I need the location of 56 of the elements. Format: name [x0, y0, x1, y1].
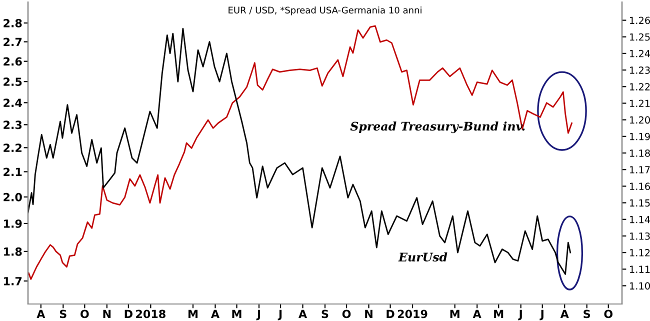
y2-tick-label: 1.24	[630, 50, 650, 58]
x-tick-label: O	[80, 310, 89, 318]
x-tick-label: 2019	[398, 310, 428, 318]
y-tick-label: 1.8	[4, 247, 22, 256]
x-tick-label: A	[210, 310, 220, 318]
x-tick-label: M	[450, 310, 460, 318]
y2-tick-label: 1.10	[630, 282, 650, 290]
y-tick-label: 2.1	[4, 168, 22, 176]
y2-tick-label: 1.11	[630, 266, 650, 273]
y2-tick-label: 1.18	[630, 149, 650, 157]
x-tick-label: A	[472, 310, 482, 318]
series-label: EurUsd	[398, 252, 448, 262]
y2-tick-label: 1.16	[630, 182, 650, 190]
y2-tick-label: 1.19	[630, 132, 650, 140]
y-tick-label: 2.7	[4, 38, 22, 46]
x-tick-label: N	[103, 310, 111, 318]
y2-tick-label: 1.15	[630, 199, 650, 207]
x-tick-label: D	[386, 310, 394, 318]
y-tick-label: 2.4	[4, 98, 22, 107]
y2-tick-label: 1.22	[630, 83, 650, 90]
x-tick-label: J	[518, 310, 522, 320]
x-tick-label: A	[36, 310, 46, 318]
y2-tick-label: 1.20	[630, 116, 650, 124]
x-tick-label: S	[322, 310, 328, 318]
x-tick-label: O	[604, 310, 613, 318]
y2-tick-label: 1.14	[630, 216, 650, 224]
y-tick-label: 2.5	[4, 78, 22, 86]
y-tick-label: 2.8	[4, 18, 22, 28]
x-tick-label: J	[540, 310, 544, 320]
y-tick-label: 2.2	[4, 144, 22, 152]
y2-tick-label: 1.17	[630, 166, 650, 174]
x-tick-label: M	[232, 310, 242, 318]
x-tick-label: S	[60, 310, 66, 318]
x-tick-label: D	[124, 310, 132, 318]
y-tick-label: 2.0	[4, 192, 22, 202]
y2-tick-label: 1.25	[630, 33, 650, 41]
x-tick-label: M	[188, 310, 198, 318]
y-tick-label: 1.7	[4, 277, 22, 286]
y-tick-label: 1.9	[4, 219, 22, 228]
x-tick-label: J	[256, 310, 260, 320]
y-tick-label: 2.6	[4, 57, 22, 66]
y2-tick-label: 1.13	[630, 232, 650, 240]
y2-tick-label: 1.23	[630, 66, 650, 74]
y2-tick-label: 1.21	[630, 100, 650, 107]
x-tick-label: 2018	[136, 310, 166, 318]
y2-tick-label: 1.12	[630, 249, 650, 256]
x-tick-label: O	[342, 310, 351, 318]
x-tick-label: A	[298, 310, 308, 318]
chart-title: EUR / USD, *Spread USA-Germania 10 anni	[228, 6, 422, 16]
x-tick-label: S	[584, 310, 590, 318]
x-tick-label: N	[365, 310, 372, 318]
y2-tick-label: 1.26	[630, 16, 650, 24]
x-tick-label: A	[560, 310, 569, 318]
y-tick-label: 2.3	[4, 120, 22, 130]
x-tick-label: J	[278, 310, 282, 320]
x-tick-label: M	[494, 310, 504, 318]
